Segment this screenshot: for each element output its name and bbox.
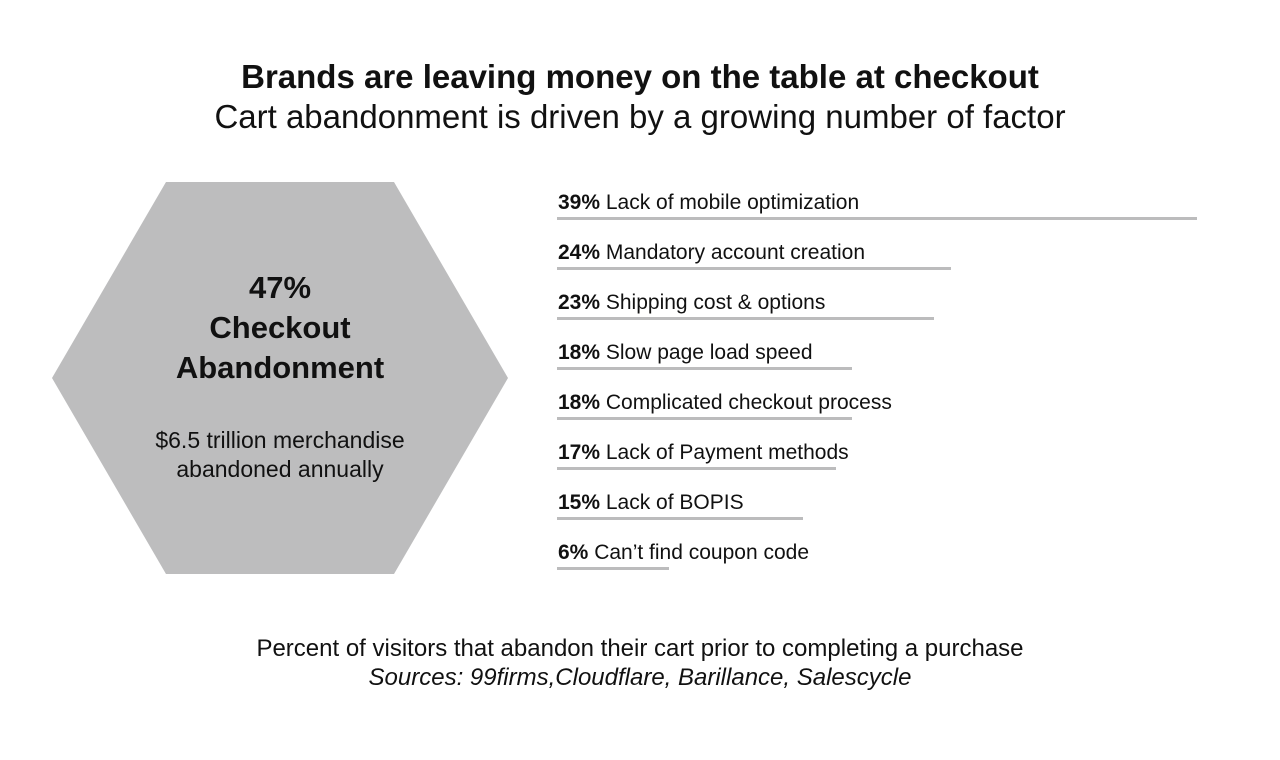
bar-item: 15% Lack of BOPIS	[557, 488, 1217, 538]
bar-label: 24% Mandatory account creation	[558, 239, 865, 266]
bar-label: 23% Shipping cost & options	[558, 289, 825, 316]
bar-item: 23% Shipping cost & options	[557, 288, 1217, 338]
bar-category-label: Mandatory account creation	[600, 241, 866, 264]
bar-value-label: 17%	[558, 441, 601, 464]
bar-value-label: 6%	[558, 541, 589, 564]
bar	[557, 467, 836, 470]
highlight-label-line1: Checkout	[209, 310, 351, 345]
bar-value-label: 15%	[558, 491, 601, 514]
highlight-note: $6.5 trillion merchandise abandoned annu…	[52, 426, 508, 484]
chart-sources: Sources: 99firms,Cloudflare, Barillance,…	[368, 664, 912, 691]
bar-item: 6% Can’t find coupon code	[557, 538, 1217, 588]
chart-subtitle: Cart abandonment is driven by a growing …	[214, 98, 1066, 135]
bar-category-label: Can’t find coupon code	[588, 541, 810, 564]
highlight-label-line2: Abandonment	[175, 350, 385, 385]
bar-value-label: 18%	[558, 391, 601, 414]
bar-item: 18% Slow page load speed	[557, 338, 1217, 388]
highlight-note-line2: abandoned annually	[176, 456, 384, 482]
bar-label: 15% Lack of BOPIS	[558, 489, 744, 516]
highlight-note-line1: $6.5 trillion merchandise	[155, 427, 405, 453]
bar-list: 39% Lack of mobile optimization 24% Manda…	[557, 188, 1217, 588]
bar	[557, 217, 1197, 220]
bar-category-label: Lack of mobile optimization	[600, 191, 860, 214]
bar-category-label: Slow page load speed	[600, 341, 813, 364]
bar-item: 24% Mandatory account creation	[557, 238, 1217, 288]
bar-value-label: 24%	[558, 241, 601, 264]
bar	[557, 517, 803, 520]
bar-label: 17% Lack of Payment methods	[558, 439, 849, 466]
bar	[557, 317, 934, 320]
bar-label: 18% Slow page load speed	[558, 339, 813, 366]
bar-category-label: Lack of Payment methods	[600, 441, 849, 464]
bar	[557, 417, 852, 420]
bar-item: 39% Lack of mobile optimization	[557, 188, 1217, 238]
bar-category-label: Lack of BOPIS	[600, 491, 744, 514]
bar-label: 6% Can’t find coupon code	[558, 539, 809, 566]
bar	[557, 267, 951, 270]
bar-item: 17% Lack of Payment methods	[557, 438, 1217, 488]
bar-label: 18% Complicated checkout process	[558, 389, 892, 416]
chart-caption: Percent of visitors that abandon their c…	[256, 635, 1024, 662]
bar-category-label: Shipping cost & options	[600, 291, 826, 314]
bar-item: 18% Complicated checkout process	[557, 388, 1217, 438]
highlight-stat: 47% Checkout Abandonment	[52, 268, 508, 388]
chart-title: Brands are leaving money on the table at…	[241, 58, 1039, 95]
bar-category-label: Complicated checkout process	[600, 391, 892, 414]
bar-value-label: 23%	[558, 291, 601, 314]
highlight-value: 47%	[248, 270, 312, 305]
bar-value-label: 18%	[558, 341, 601, 364]
bar-label: 39% Lack of mobile optimization	[558, 189, 859, 216]
bar-value-label: 39%	[558, 191, 601, 214]
bar	[557, 567, 669, 570]
bar	[557, 367, 852, 370]
